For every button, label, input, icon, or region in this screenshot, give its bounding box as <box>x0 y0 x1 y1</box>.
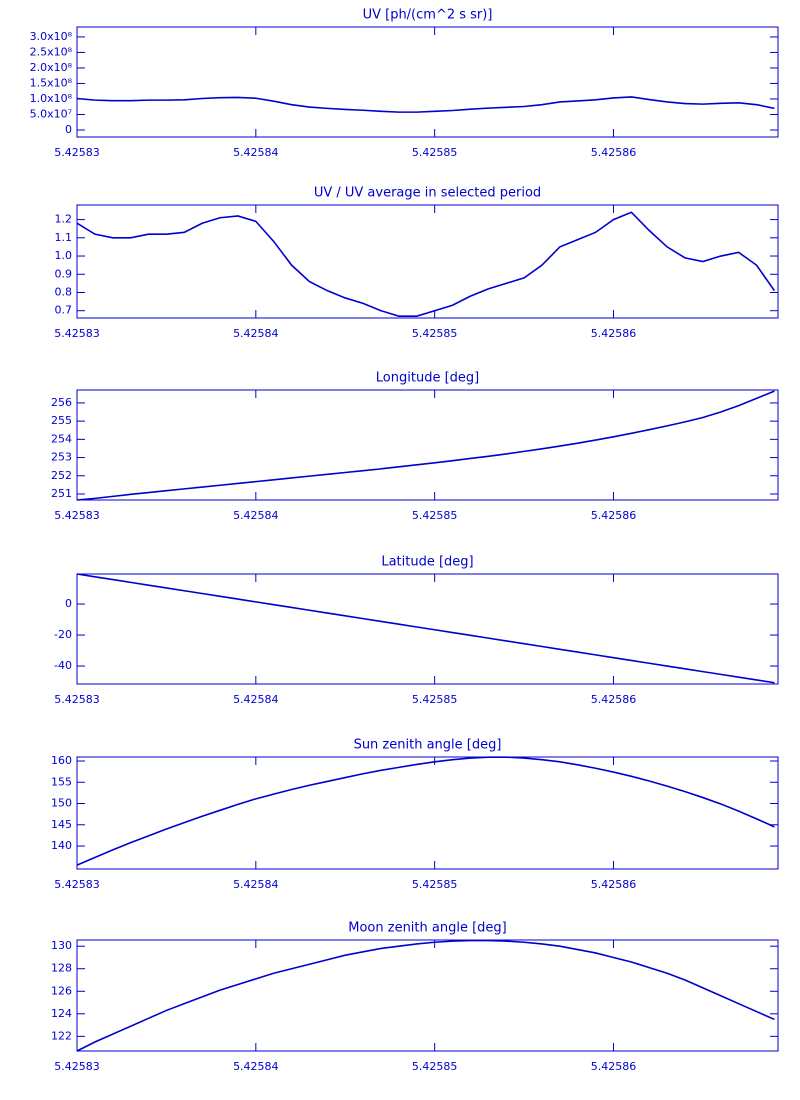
x-tick-label: 5.42584 <box>233 327 279 340</box>
x-tick-label: 5.42585 <box>412 1060 458 1073</box>
x-tick-label: 5.42584 <box>233 509 279 522</box>
plot-frame <box>76 939 779 1052</box>
x-tick-label: 5.42585 <box>412 693 458 706</box>
y-tick-label: -20 <box>54 628 72 641</box>
x-tick-label: 5.42583 <box>54 1060 100 1073</box>
y-tick-label: 1.5x10⁸ <box>30 76 73 89</box>
y-tick-label: 160 <box>51 754 72 767</box>
data-line <box>76 96 775 113</box>
data-line <box>76 573 775 684</box>
x-tick-label: 5.42586 <box>591 327 637 340</box>
y-tick-label: 155 <box>51 775 72 788</box>
y-tick-label: -40 <box>54 659 72 672</box>
plot-frame <box>76 389 779 501</box>
chart-title: Longitude [deg] <box>376 371 479 386</box>
y-tick-label: 140 <box>51 839 72 852</box>
plot-frame <box>76 573 779 685</box>
chart-title: UV [ph/(cm^2 s sr)] <box>363 8 493 23</box>
y-tick-label: 126 <box>51 984 72 997</box>
x-tick-label: 5.42585 <box>412 327 458 340</box>
y-tick-label: 253 <box>51 451 72 464</box>
y-tick-label: 255 <box>51 414 72 427</box>
x-tick-label: 5.42583 <box>54 327 100 340</box>
x-tick-label: 5.42583 <box>54 693 100 706</box>
data-line <box>76 211 776 317</box>
x-tick-label: 5.42586 <box>591 1060 637 1073</box>
x-tick-label: 5.42584 <box>233 878 279 891</box>
y-tick-label: 150 <box>51 797 72 810</box>
y-tick-label: 145 <box>51 818 72 831</box>
y-tick-label: 0 <box>65 123 72 136</box>
x-tick-label: 5.42583 <box>54 146 100 159</box>
data-line <box>76 756 775 866</box>
y-tick-label: 0.8 <box>55 285 73 298</box>
y-tick-label: 128 <box>51 962 72 975</box>
y-tick-label: 1.0x10⁸ <box>30 92 73 105</box>
y-tick-label: 0 <box>65 597 72 610</box>
y-tick-label: 3.0x10⁸ <box>30 30 73 43</box>
y-tick-label: 0.9 <box>55 267 73 280</box>
chart-title: Latitude [deg] <box>381 555 473 570</box>
x-tick-label: 5.42585 <box>412 878 458 891</box>
data-line <box>76 939 775 1052</box>
x-tick-label: 5.42583 <box>54 509 100 522</box>
plot-frame <box>76 204 779 319</box>
x-tick-label: 5.42585 <box>412 146 458 159</box>
y-tick-label: 1.1 <box>55 231 73 244</box>
x-tick-label: 5.42586 <box>591 146 637 159</box>
y-tick-label: 130 <box>51 939 72 952</box>
y-tick-label: 251 <box>51 487 72 500</box>
x-tick-label: 5.42584 <box>233 146 279 159</box>
chart-title: Sun zenith angle [deg] <box>354 738 502 753</box>
chart-title: UV / UV average in selected period <box>314 186 541 201</box>
y-tick-label: 1.0 <box>55 249 73 262</box>
y-tick-label: 1.2 <box>55 213 73 226</box>
y-tick-label: 2.0x10⁸ <box>30 61 73 74</box>
x-tick-label: 5.42584 <box>233 693 279 706</box>
y-tick-label: 256 <box>51 396 72 409</box>
y-tick-label: 2.5x10⁸ <box>30 45 73 58</box>
x-tick-label: 5.42585 <box>412 509 458 522</box>
data-line <box>76 390 775 501</box>
plot-frame <box>76 756 779 870</box>
chart-title: Moon zenith angle [deg] <box>348 921 506 936</box>
x-tick-label: 5.42586 <box>591 509 637 522</box>
y-tick-label: 5.0x10⁷ <box>30 107 72 120</box>
y-tick-label: 124 <box>51 1007 72 1020</box>
x-tick-label: 5.42583 <box>54 878 100 891</box>
plot-frame <box>76 26 779 138</box>
y-tick-label: 254 <box>51 432 72 445</box>
x-tick-label: 5.42586 <box>591 878 637 891</box>
x-tick-label: 5.42584 <box>233 1060 279 1073</box>
y-tick-label: 0.7 <box>55 304 73 317</box>
x-tick-label: 5.42586 <box>591 693 637 706</box>
y-tick-label: 122 <box>51 1029 72 1042</box>
y-tick-label: 252 <box>51 469 72 482</box>
